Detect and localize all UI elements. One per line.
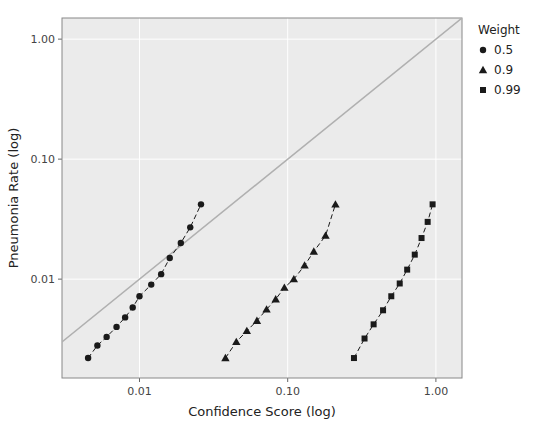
y-axis-label: Pneumonia Rate (log) [6,128,21,269]
plot-frame [62,18,462,378]
legend-marker [479,66,487,73]
tick-label-x: 0.01 [127,385,152,398]
point [425,219,431,225]
grid-line-x [287,18,288,378]
series-line [225,204,335,358]
point [362,336,368,342]
point [130,304,136,310]
point [388,293,394,299]
chart: 0.01 0.10 1.00 0.01 0.10 1.00 Confidence Score… [0,0,550,430]
series [351,201,436,361]
grid-line-y [62,39,462,40]
point [122,314,128,320]
point [430,201,436,207]
plot-background [62,18,462,378]
axes: 0.01 0.10 1.00 0.01 0.10 1.00 [31,33,449,398]
point [412,252,418,258]
point [419,235,425,241]
point [272,295,280,302]
point [113,324,119,330]
point [331,200,339,207]
legend-marker [480,47,486,53]
legend-marker [480,87,486,93]
point [310,247,318,254]
tick-label-y: 1.00 [31,33,56,46]
tick-y [58,159,62,160]
point [85,355,91,361]
point [178,240,184,246]
tick-x [435,378,436,382]
grid [62,18,462,378]
point [158,271,164,277]
tick-label-y: 0.01 [31,273,56,286]
legend: Weight 0.5 0.9 0.99 [478,23,521,97]
point [290,275,298,282]
tick-label-x: 1.00 [424,385,449,398]
legend-label: 0.5 [494,43,513,57]
data [62,18,462,361]
point [351,355,357,361]
point [380,307,386,313]
point [187,224,193,230]
point [148,281,154,287]
legend-label: 0.9 [494,63,513,77]
grid-line-x [435,18,436,378]
reference-line [62,18,462,342]
x-axis-label: Confidence Score (log) [188,404,336,419]
series-line [354,204,433,358]
legend-title: Weight [478,23,520,37]
grid-line-y [62,159,462,160]
point [198,201,204,207]
point [136,293,142,299]
tick-label-x: 0.10 [275,385,300,398]
point [232,338,240,345]
point [321,232,329,239]
point [221,354,229,361]
tick-x [139,378,140,382]
tick-label-y: 0.10 [31,153,56,166]
legend-label: 0.99 [494,83,521,97]
tick-x [287,378,288,382]
series-line [88,204,201,358]
tick-y [58,39,62,40]
grid-line-x [139,18,140,378]
point [300,261,308,268]
point [103,334,109,340]
series [221,200,339,361]
series [85,201,204,361]
tick-y [58,279,62,280]
point [371,321,377,327]
point [397,280,403,286]
point [404,267,410,273]
point [243,327,251,334]
point [94,342,100,348]
point [262,305,270,312]
point [167,255,173,261]
point [280,283,288,290]
point [253,317,261,324]
